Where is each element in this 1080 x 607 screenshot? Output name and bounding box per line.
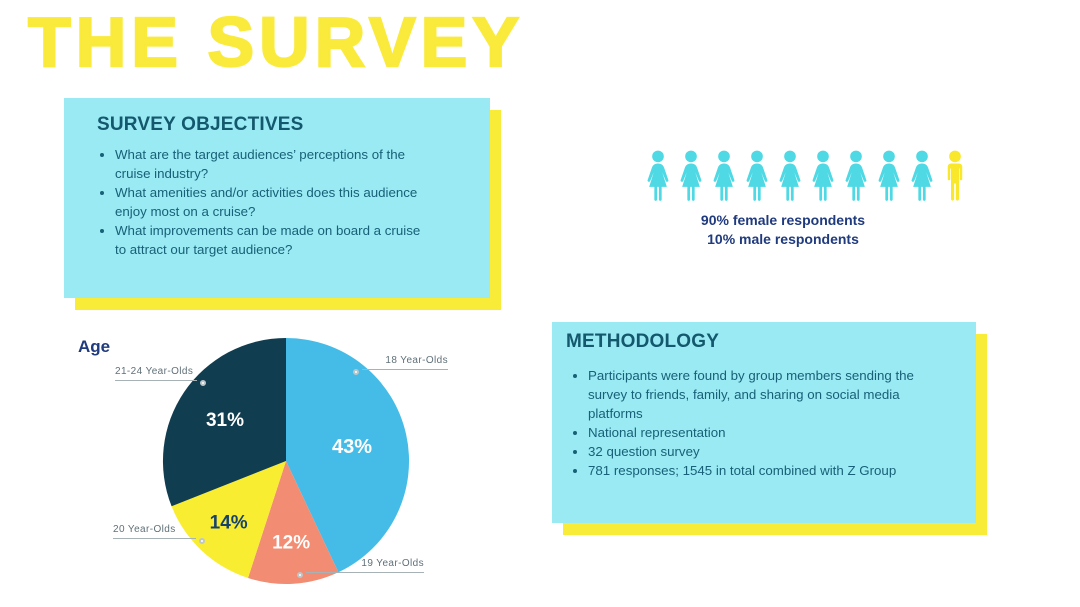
female-respondents-label: 90% female respondents xyxy=(700,212,866,228)
pie-value-label: 14% xyxy=(210,513,248,534)
leader-dot xyxy=(199,538,205,544)
female-icon xyxy=(713,150,735,201)
methodology-box: METHODOLOGY Participants were found by g… xyxy=(552,322,976,523)
female-icon xyxy=(647,150,669,201)
leader-dot xyxy=(297,572,303,578)
leader-dot xyxy=(353,369,359,375)
pie-label-19-year-olds: 19 Year-Olds xyxy=(297,558,424,578)
leader-dot xyxy=(200,380,206,386)
pie-label-20-year-olds: 20 Year-Olds xyxy=(113,524,205,544)
methodology-list: Participants were found by group members… xyxy=(552,366,976,480)
age-pie-chart: 43% 12% 14% 31% xyxy=(162,337,410,585)
male-icon xyxy=(947,150,963,201)
page-title: THE SURVEY xyxy=(27,3,525,81)
pie-value-label: 12% xyxy=(272,533,310,554)
female-icon xyxy=(779,150,801,201)
pie-value-label: 43% xyxy=(332,436,372,458)
pie-slice-19-year-olds xyxy=(248,461,339,585)
female-icon xyxy=(878,150,900,201)
female-icon xyxy=(680,150,702,201)
pie-value-label: 31% xyxy=(206,410,244,431)
methodology-heading: METHODOLOGY xyxy=(566,331,720,352)
chart-title: Age xyxy=(78,337,111,356)
list-item: National representation xyxy=(588,423,933,442)
respondents-caption: 90% female respondents 10% male responde… xyxy=(628,211,938,249)
list-item: Participants were found by group members… xyxy=(588,366,933,423)
list-item: 781 responses; 1545 in total combined wi… xyxy=(588,461,933,480)
objectives-box: SURVEY OBJECTIVES What are the target au… xyxy=(64,98,490,298)
female-icon xyxy=(746,150,768,201)
female-icon xyxy=(812,150,834,201)
objectives-heading: SURVEY OBJECTIVES xyxy=(97,114,304,135)
pie-slice-20-year-olds xyxy=(171,461,286,578)
female-icon xyxy=(911,150,933,201)
male-respondents-label: 10% male respondents xyxy=(707,231,859,247)
female-icon xyxy=(845,150,867,201)
pie-label-21-24-year-olds: 21-24 Year-Olds xyxy=(115,366,206,386)
respondent-pictograph xyxy=(643,146,970,206)
list-item: 32 question survey xyxy=(588,442,933,461)
pie-slice-18-year-olds xyxy=(286,338,410,573)
list-item: What are the target audiences’ perceptio… xyxy=(115,145,433,183)
list-item: What improvements can be made on board a… xyxy=(115,221,433,259)
list-item: What amenities and/or activities does th… xyxy=(115,183,433,221)
objectives-list: What are the target audiences’ perceptio… xyxy=(64,145,490,259)
pie-label-18-year-olds: 18 Year-Olds xyxy=(353,355,448,375)
